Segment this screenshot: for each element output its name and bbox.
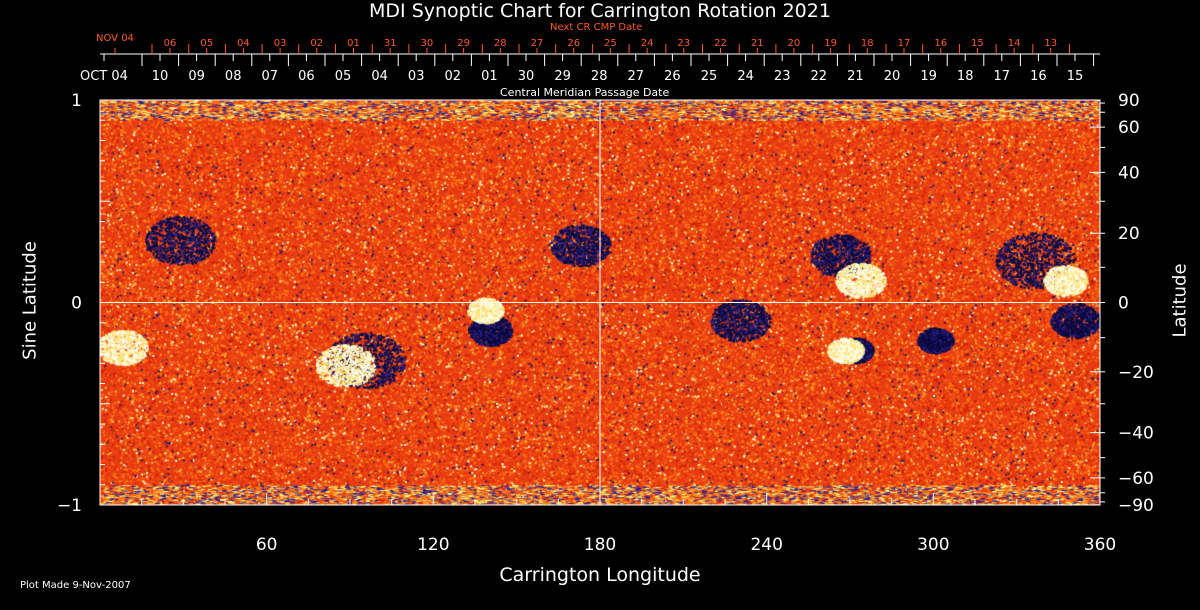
- x-tick-label: 60: [256, 535, 278, 555]
- cmp-date-label: 06: [298, 69, 315, 84]
- next-cmp-date-label: 20: [788, 38, 801, 49]
- cmp-date-label: 08: [225, 69, 242, 84]
- next-cmp-date-label: 30: [421, 38, 434, 49]
- cmp-date-label: 26: [664, 69, 681, 84]
- next-cmp-date-label: 28: [494, 38, 507, 49]
- next-cmp-date-label: 27: [531, 38, 544, 49]
- next-cmp-date-label: 17: [898, 38, 911, 49]
- next-cmp-date-label: 15: [971, 38, 984, 49]
- next-cmp-date-label: 18: [861, 38, 874, 49]
- next-cmp-date-label: 19: [824, 38, 837, 49]
- cmp-date-label: 09: [188, 69, 205, 84]
- cmp-date-label: 25: [701, 69, 718, 84]
- cmp-date-label: 21: [847, 69, 864, 84]
- next-cmp-date-label: 02: [310, 38, 323, 49]
- next-cmp-date-label: 23: [677, 38, 690, 49]
- cmp-date-label: 02: [445, 69, 462, 84]
- next-cr-label: Next CR CMP Date: [550, 22, 643, 33]
- next-cmp-date-label: 29: [457, 38, 470, 49]
- x-tick-label: 360: [1084, 535, 1116, 555]
- next-cmp-date-label: 03: [274, 38, 287, 49]
- next-cmp-date-label: 26: [567, 38, 580, 49]
- cmp-date-label: 17: [994, 69, 1011, 84]
- cmp-label: Central Meridian Passage Date: [500, 86, 670, 99]
- y-tick-label: −1: [57, 496, 82, 516]
- cmp-date-label: 22: [811, 69, 828, 84]
- cmp-date-label: 04: [371, 69, 388, 84]
- next-cmp-date-label: 31: [384, 38, 397, 49]
- lat-tick-label: 90: [1118, 91, 1140, 111]
- next-cmp-date-label: 24: [641, 38, 654, 49]
- cmp-date-label: 15: [1067, 69, 1084, 84]
- x-tick-label: 120: [417, 535, 449, 555]
- cmp-date-label: 01: [481, 69, 498, 84]
- lat-tick-label: 0: [1118, 294, 1129, 314]
- y-tick-label: 1: [71, 91, 82, 111]
- next-cmp-date-label: NOV 04: [96, 33, 134, 44]
- cmp-date-label: OCT 04: [80, 69, 128, 84]
- x-tick-label: 240: [750, 535, 782, 555]
- cmp-date-label: 10: [152, 69, 169, 84]
- cmp-date-label: 20: [884, 69, 901, 84]
- next-cmp-date-label: 16: [934, 38, 947, 49]
- cmp-date-label: 27: [628, 69, 645, 84]
- cmp-date-label: 28: [591, 69, 608, 84]
- cmp-date-label: 30: [518, 69, 535, 84]
- next-cmp-date-label: 21: [751, 38, 764, 49]
- cmp-date-label: 29: [554, 69, 571, 84]
- lat-tick-label: 20: [1118, 224, 1140, 244]
- plot-made-footer: Plot Made 9-Nov-2007: [20, 580, 131, 591]
- next-cmp-date-label: 14: [1008, 38, 1021, 49]
- next-cmp-date-label: 06: [164, 38, 177, 49]
- y2-axis-label: Latitude: [1169, 263, 1191, 338]
- lat-tick-label: 60: [1118, 118, 1140, 138]
- next-cmp-date-label: 01: [347, 38, 360, 49]
- next-cmp-date-label: 05: [200, 38, 213, 49]
- next-cmp-date-label: 13: [1044, 38, 1057, 49]
- y-axis-label: Sine Latitude: [19, 241, 41, 360]
- x-axis-label: Carrington Longitude: [499, 564, 701, 586]
- cmp-date-label: 05: [335, 69, 352, 84]
- y-tick-label: 0: [71, 294, 82, 314]
- chart-title: MDI Synoptic Chart for Carrington Rotati…: [369, 0, 831, 22]
- cmp-date-label: 03: [408, 69, 425, 84]
- lat-tick-label: −60: [1118, 469, 1154, 489]
- cmp-date-label: 23: [774, 69, 791, 84]
- next-cmp-date-label: 04: [237, 38, 250, 49]
- cmp-date-label: 07: [262, 69, 279, 84]
- lat-tick-label: −90: [1118, 496, 1154, 516]
- cmp-date-label: 16: [1030, 69, 1047, 84]
- lat-tick-label: 40: [1118, 163, 1140, 183]
- cmp-date-label: 24: [737, 69, 754, 84]
- cmp-date-label: 18: [957, 69, 974, 84]
- x-tick-label: 180: [584, 535, 616, 555]
- lat-tick-label: −40: [1118, 424, 1154, 444]
- next-cmp-date-label: 22: [714, 38, 727, 49]
- x-tick-label: 300: [917, 535, 949, 555]
- lat-tick-label: −20: [1118, 363, 1154, 383]
- next-cmp-date-label: 25: [604, 38, 617, 49]
- cmp-date-label: 19: [920, 69, 937, 84]
